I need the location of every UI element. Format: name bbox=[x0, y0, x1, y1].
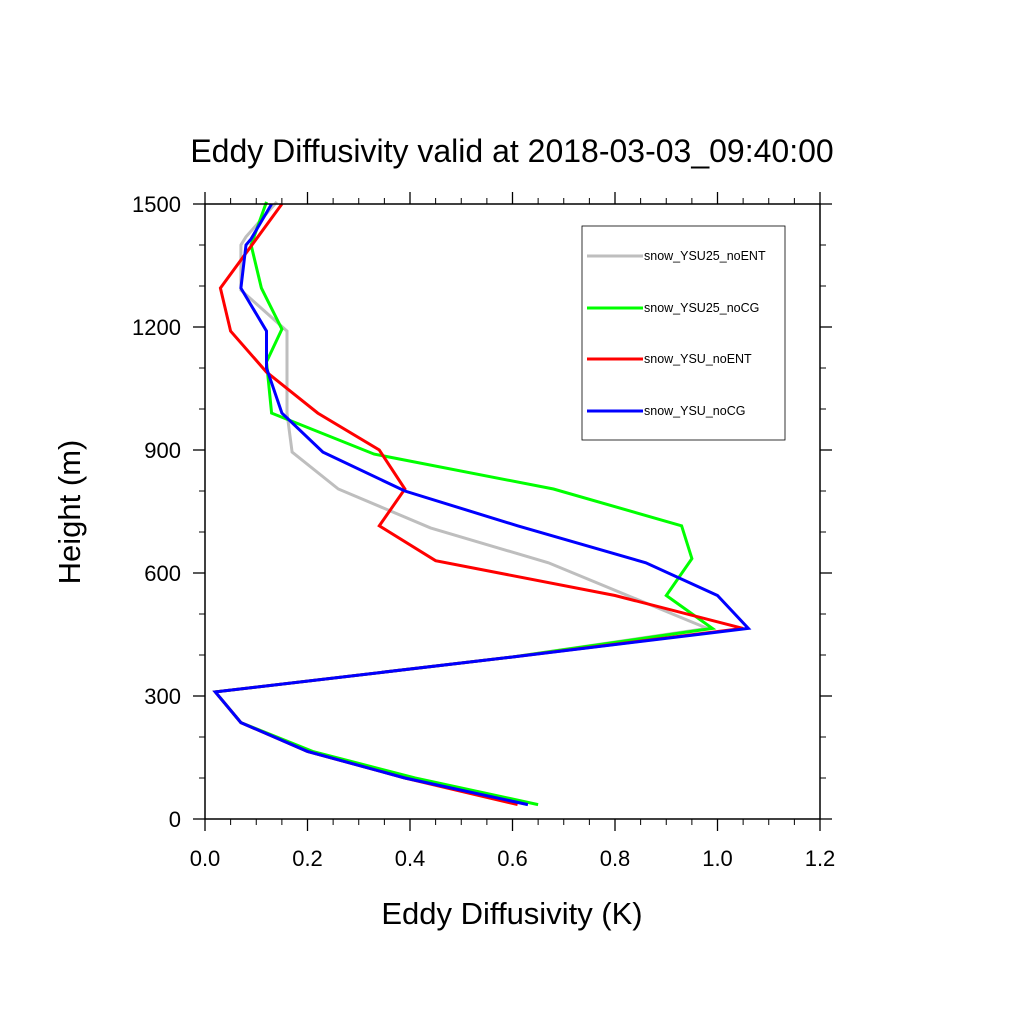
y-tick-label: 900 bbox=[144, 438, 181, 463]
chart-title: Eddy Diffusivity valid at 2018-03-03_09:… bbox=[190, 133, 833, 169]
y-tick-label: 300 bbox=[144, 684, 181, 709]
legend-label-snow_YSU25_noCG: snow_YSU25_noCG bbox=[644, 301, 759, 315]
x-tick-label: 0.6 bbox=[497, 846, 528, 871]
y-tick-label: 1500 bbox=[132, 192, 181, 217]
series-line-snow_YSU_noCG bbox=[212, 203, 752, 807]
x-tick-label: 0.0 bbox=[190, 846, 221, 871]
x-tick-label: 0.8 bbox=[600, 846, 631, 871]
legend-items: snow_YSU25_noENT snow_YSU25_noCG snow_YSU_… bbox=[587, 249, 766, 418]
legend-box bbox=[581, 225, 786, 441]
x-tick-label: 0.2 bbox=[292, 846, 323, 871]
legend-label-snow_YSU_noCG: snow_YSU_noCG bbox=[644, 404, 745, 418]
y-axis-label: Height (m) bbox=[52, 440, 87, 585]
axis-ticks bbox=[193, 192, 832, 831]
legend-label-snow_YSU25_noENT: snow_YSU25_noENT bbox=[644, 249, 766, 263]
x-axis-label: Eddy Diffusivity (K) bbox=[381, 896, 642, 931]
x-tick-label: 0.4 bbox=[395, 846, 426, 871]
x-tick-label: 1.0 bbox=[702, 846, 733, 871]
y-tick-label: 1200 bbox=[132, 315, 181, 340]
y-tick-label: 0 bbox=[169, 807, 181, 832]
series-lines bbox=[212, 200, 752, 807]
y-tick-label: 600 bbox=[144, 561, 181, 586]
legend-label-snow_YSU_noENT: snow_YSU_noENT bbox=[644, 352, 752, 366]
x-tick-label: 1.2 bbox=[805, 846, 836, 871]
axis-tick-labels: 0.0 0.2 0.4 0.6 0.8 1.0 1.2 0 300 600 900 1200 1500 bbox=[132, 192, 835, 871]
legend: snow_YSU25_noENT snow_YSU25_noCG snow_YSU_… bbox=[581, 225, 786, 441]
